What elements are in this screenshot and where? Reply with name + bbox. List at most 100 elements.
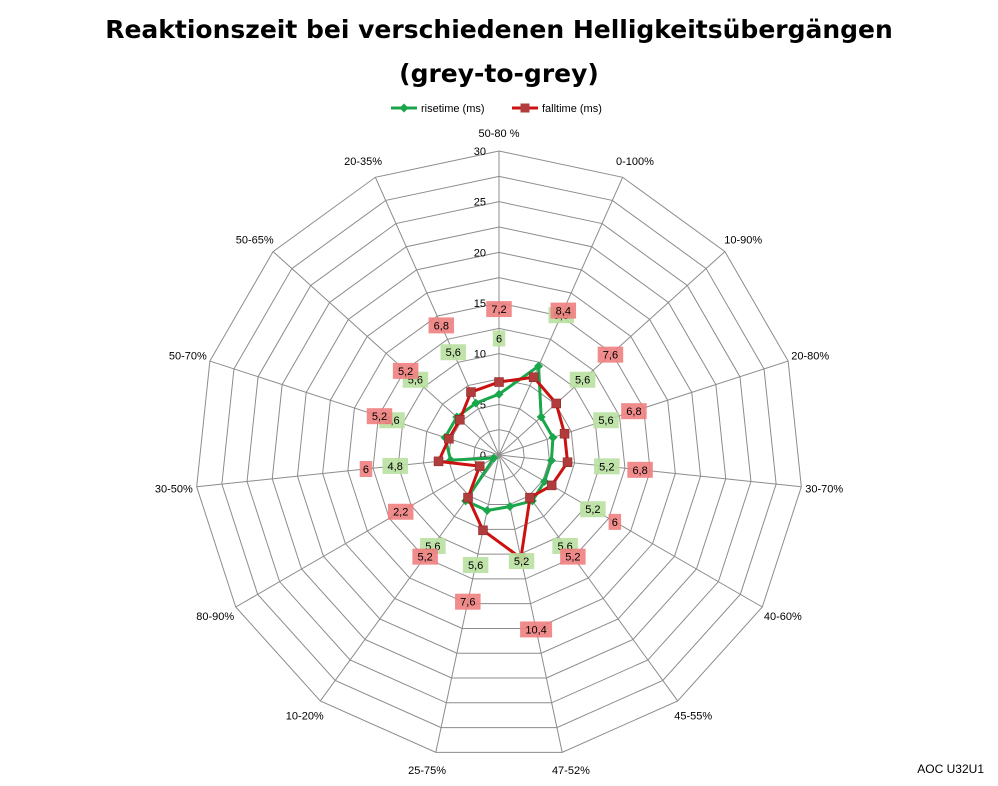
radial-tick-label: 30 (474, 146, 486, 158)
falltime-marker (463, 492, 473, 503)
category-label: 0-100% (616, 156, 654, 168)
falltime-data-label: 10,4 (520, 621, 553, 638)
risetime-data-label-text: 5,2 (585, 504, 600, 516)
risetime-data-label-bg (508, 553, 535, 570)
falltime-data-label: 6,8 (428, 317, 455, 334)
risetime-marker (489, 453, 499, 463)
risetime-marker (471, 398, 481, 408)
falltime-data-label-bg (627, 461, 653, 478)
grid-spoke (374, 177, 500, 456)
risetime-marker (505, 502, 515, 512)
falltime-data-label-text: 5,2 (417, 552, 432, 564)
legend-risetime-marker (399, 103, 409, 113)
falltime-data-label-text: 6,8 (434, 320, 449, 332)
risetime-data-label-text: 5,6 (598, 415, 613, 427)
radial-tick-label: 20 (474, 247, 486, 259)
data-label-layer: 69,65,65,65,25,25,65,25,65,64,85,65,65,6… (359, 301, 653, 638)
grid-ring (473, 429, 525, 481)
falltime-marker (444, 433, 454, 444)
falltime-data-label: 7,6 (455, 593, 481, 610)
grid-ring (322, 277, 676, 629)
risetime-data-label-bg (594, 458, 620, 475)
falltime-data-label-bg (412, 548, 438, 565)
falltime-marker (433, 456, 444, 467)
falltime-data-label: 6 (359, 460, 373, 477)
risetime-data-label: 4,8 (382, 457, 408, 474)
falltime-data-label-text: 7,6 (603, 350, 618, 362)
falltime-data-label-text: 5,2 (565, 552, 580, 564)
grid-ring (397, 353, 601, 555)
grid-ring (196, 150, 802, 753)
falltime-data-label: 6 (608, 513, 622, 530)
falltime-marker (466, 387, 476, 397)
falltime-marker (525, 492, 535, 503)
risetime-data-label-text: 4,8 (388, 461, 403, 473)
category-label: 30-70% (805, 484, 843, 496)
falltime-marker (551, 398, 561, 409)
radial-tick-label: 10 (474, 349, 486, 361)
risetime-marker (482, 506, 492, 516)
series-line-risetime (443, 364, 555, 513)
risetime-data-label: 5,6 (440, 344, 467, 361)
risetime-data-label-bg (569, 371, 596, 388)
falltime-data-label: 5,2 (392, 362, 419, 379)
falltime-marker (474, 461, 485, 471)
risetime-data-label-bg (580, 501, 606, 518)
grid-ring (347, 302, 651, 605)
falltime-data-label-bg (366, 408, 393, 425)
risetime-data-label-text: 6 (496, 333, 502, 345)
risetime-data-label-bg (593, 412, 619, 429)
falltime-data-label: 5,2 (560, 548, 586, 565)
falltime-data-label-text: 5,2 (398, 366, 413, 378)
category-label: 10-90% (724, 235, 762, 247)
grid-spoke (498, 454, 679, 702)
falltime-marker (528, 372, 539, 382)
category-label: 20-35% (344, 156, 382, 168)
risetime-data-label-text: 5,6 (468, 560, 483, 572)
grid-ring (372, 327, 626, 580)
falltime-data-label-text: 5,2 (372, 411, 387, 423)
risetime-data-label-text: 5,2 (514, 556, 529, 568)
falltime-marker (559, 428, 570, 439)
falltime-data-label-text: 7,6 (460, 597, 475, 609)
grid-ring (422, 378, 576, 530)
falltime-data-label: 5,2 (366, 408, 393, 425)
chart-title: Reaktionszeit bei verschiedenen Helligke… (0, 8, 998, 96)
grid-ring (448, 403, 550, 506)
legend-risetime-label: risetime (ms) (421, 103, 485, 115)
radial-tick-label: 15 (474, 298, 486, 310)
chart-title-line-1: Reaktionszeit bei verschiedenen Helligke… (105, 15, 893, 44)
risetime-marker (546, 456, 556, 466)
falltime-marker (546, 480, 557, 491)
falltime-data-label-text: 2,2 (393, 507, 408, 519)
falltime-data-label: 2,2 (387, 503, 414, 520)
monitor-model-credit: AOC U32U1 (917, 762, 984, 776)
legend-falltime-marker (520, 103, 530, 113)
legend: risetime (ms) falltime (ms) (391, 103, 602, 115)
risetime-data-label-bg (492, 330, 506, 347)
falltime-data-label-bg (387, 503, 414, 520)
risetime-marker (548, 432, 558, 442)
risetime-marker (540, 476, 550, 486)
falltime-data-label-bg (621, 403, 647, 420)
falltime-data-label-text: 10,4 (525, 624, 546, 636)
risetime-data-label: 5,2 (594, 458, 620, 475)
grid-ring (296, 251, 702, 654)
risetime-data-label: 6 (492, 330, 506, 347)
radial-tick-label: 5 (480, 399, 486, 411)
legend-falltime-label: falltime (ms) (542, 103, 602, 115)
falltime-data-label: 5,2 (412, 548, 438, 565)
grid-spoke (209, 360, 500, 456)
risetime-marker (494, 389, 504, 399)
chart-title-line-2: (grey-to-grey) (399, 59, 599, 88)
category-label: 45-55% (674, 711, 712, 723)
category-label: 30-50% (155, 484, 193, 496)
risetime-data-label: 5,2 (508, 553, 535, 570)
falltime-marker (478, 525, 488, 536)
falltime-data-label: 7,6 (597, 346, 624, 363)
falltime-data-label-text: 6 (363, 464, 369, 476)
grid-ring (221, 175, 777, 729)
category-label: 50-65% (236, 235, 274, 247)
category-label: 10-20% (286, 711, 324, 723)
